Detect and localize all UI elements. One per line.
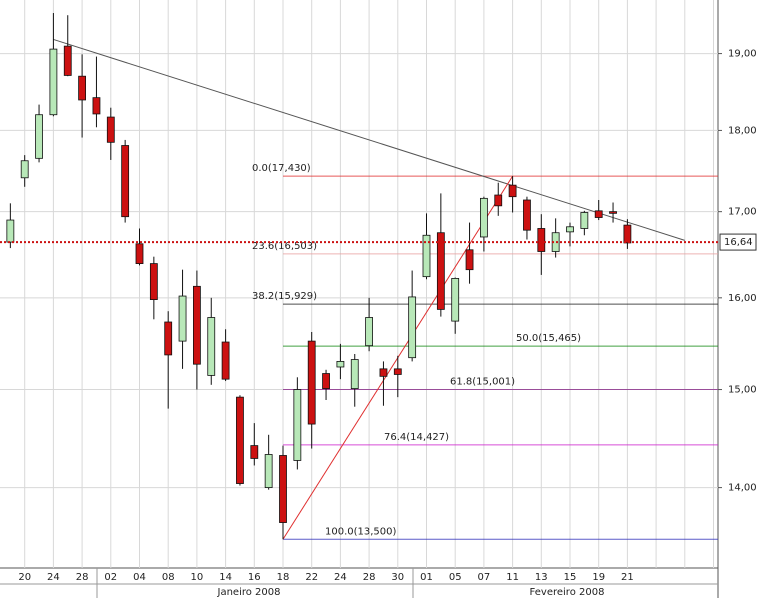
candle-body <box>149 263 158 300</box>
x-tick-label: 19 <box>592 572 605 583</box>
x-tick-label: 24 <box>334 572 347 583</box>
candle-body <box>106 116 115 143</box>
candle-body <box>250 445 259 459</box>
x-tick-label: 20 <box>18 572 31 583</box>
y-tick-label: 16,00 <box>728 293 757 304</box>
fib-label: 76.4(14,427) <box>384 432 449 443</box>
candle-body <box>479 197 488 238</box>
candle-body <box>365 317 374 347</box>
candle-body <box>63 45 72 76</box>
candle-body <box>178 295 187 342</box>
candle-body <box>6 219 15 243</box>
month-label: Janeiro 2008 <box>217 587 281 598</box>
candle-body <box>221 341 230 380</box>
y-tick-label: 14,00 <box>728 483 757 494</box>
candle-body <box>422 234 431 278</box>
fib-label: 23.6(16,503) <box>252 241 317 252</box>
fib-label: 61.8(15,001) <box>450 376 515 387</box>
fib-label: 38.2(15,929) <box>252 291 317 302</box>
x-tick-label: 01 <box>420 572 433 583</box>
candle-body <box>192 285 201 365</box>
fib-label: 100.0(13,500) <box>325 526 397 537</box>
candle-body <box>609 211 617 214</box>
y-tick-label: 19,00 <box>728 49 757 60</box>
candle-body <box>566 226 574 233</box>
candle-body <box>135 243 144 264</box>
last-price-box <box>719 233 757 251</box>
candle-body <box>293 389 302 461</box>
x-tick-label: 11 <box>506 572 519 583</box>
candle-body <box>494 194 503 207</box>
x-tick-label: 08 <box>162 572 175 583</box>
x-tick-label: 22 <box>305 572 318 583</box>
candle-body <box>164 321 173 356</box>
candle-body <box>322 373 330 389</box>
candle-body <box>92 97 101 115</box>
x-tick-label: 16 <box>248 572 261 583</box>
candle-body <box>436 232 445 310</box>
candle-body <box>307 340 316 425</box>
x-tick-label: 18 <box>277 572 290 583</box>
candle-body <box>236 396 244 484</box>
candle-body <box>379 368 388 377</box>
x-tick-label: 30 <box>391 572 404 583</box>
trendline <box>53 38 685 241</box>
candle-body <box>465 249 474 271</box>
candle-body <box>537 228 546 252</box>
candle-body <box>279 455 287 523</box>
x-tick-label: 07 <box>478 572 491 583</box>
candle-body <box>20 160 29 179</box>
month-label: Fevereiro 2008 <box>530 587 605 598</box>
candle-body <box>350 359 359 389</box>
x-tick-label: 15 <box>564 572 577 583</box>
candle-body <box>78 75 86 101</box>
candle-body <box>508 184 517 198</box>
candle-body <box>523 199 531 231</box>
x-tick-label: 14 <box>219 572 232 583</box>
candle-body <box>451 278 460 322</box>
fib-label: 0.0(17,430) <box>252 163 311 174</box>
y-tick-label: 17,00 <box>728 207 757 218</box>
candle-body <box>49 48 58 116</box>
candle-body <box>35 114 43 159</box>
candle-body <box>264 454 273 489</box>
candle-body <box>580 212 589 229</box>
candle-body <box>121 145 130 218</box>
x-tick-label: 05 <box>449 572 462 583</box>
x-tick-label: 02 <box>104 572 117 583</box>
candle-body <box>408 296 417 359</box>
last-price-label: 16,64 <box>724 237 753 248</box>
x-tick-label: 21 <box>621 572 634 583</box>
x-tick-label: 28 <box>363 572 376 583</box>
fib-label: 50.0(15,465) <box>516 333 581 344</box>
x-tick-label: 24 <box>47 572 60 583</box>
x-tick-label: 10 <box>191 572 204 583</box>
candle-body <box>336 361 345 368</box>
y-tick-label: 15,00 <box>728 385 757 396</box>
candle-body <box>594 210 603 218</box>
x-tick-label: 28 <box>76 572 89 583</box>
y-tick-label: 18,00 <box>728 125 757 136</box>
candle-body <box>207 317 216 376</box>
x-tick-label: 04 <box>133 572 146 583</box>
candle-body <box>623 224 632 244</box>
x-tick-label: 13 <box>535 572 548 583</box>
candle-body <box>393 368 402 375</box>
